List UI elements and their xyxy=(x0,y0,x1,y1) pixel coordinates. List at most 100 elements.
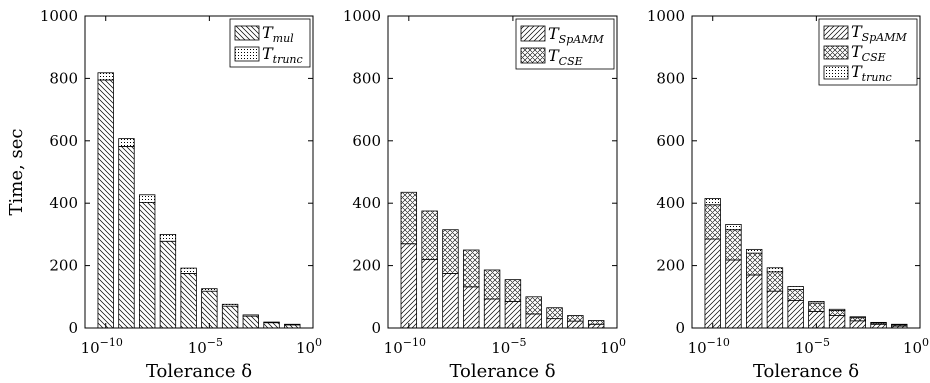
legend-swatch-mul xyxy=(234,25,260,41)
chart-panel-3: 0 200 400 600 800 1000 10−10 10−5 100 Tolerance δ… xyxy=(647,7,929,382)
bar-trunc-2 xyxy=(725,224,742,231)
bar-spamm-4 xyxy=(463,286,480,329)
bar-trunc-6 xyxy=(808,301,825,304)
y-axis-label: Time, sec xyxy=(6,129,27,216)
bar-spamm-8 xyxy=(849,320,866,329)
bar-mul-6 xyxy=(201,290,218,329)
x-tick-label: 10−5 xyxy=(491,336,526,357)
bar-trunc-5 xyxy=(180,267,197,274)
x-tick-label: 100 xyxy=(296,336,322,357)
y-tick-label: 200 xyxy=(352,257,381,275)
y-tick-label: 800 xyxy=(49,69,78,87)
y-tick-label: 600 xyxy=(49,132,78,150)
bar-trunc-7 xyxy=(221,303,239,307)
bar-trunc-4 xyxy=(159,233,177,242)
y-tick-label: 400 xyxy=(49,194,78,212)
axes-box xyxy=(84,15,314,329)
y-tick-label: 800 xyxy=(656,69,685,87)
bar-mul-4 xyxy=(159,240,177,329)
chart-panel-1: 0 200 400 600 800 1000 10−10 10−5 100 Tolerance δ… xyxy=(6,7,322,382)
y-tick-label: 1000 xyxy=(40,7,78,25)
chart-panel-2: 0 200 400 600 800 1000 10−10 10−5 100 Tolerance δ… xyxy=(343,7,626,382)
bar-cse-3 xyxy=(442,229,459,274)
bar-cse-1 xyxy=(400,191,418,245)
bar-mul-3 xyxy=(139,202,156,329)
bar-trunc-4 xyxy=(766,267,784,273)
bar-spamm-4 xyxy=(766,290,784,329)
y-tick-label: 1000 xyxy=(343,7,381,25)
legend-label-mul: Tmul xyxy=(262,23,294,45)
bar-spamm-1 xyxy=(704,238,721,329)
bar-cse-8 xyxy=(546,307,563,320)
bar-cse-8 xyxy=(849,317,866,322)
bar-spamm-9 xyxy=(567,320,584,329)
legend-swatch-trunc xyxy=(234,46,260,62)
bar-spamm-3 xyxy=(442,272,459,329)
bar-spamm-2 xyxy=(421,258,438,329)
legend-swatch-spamm xyxy=(823,25,849,40)
x-tick-label: 10−5 xyxy=(188,336,223,357)
bar-spamm-8 xyxy=(546,318,563,329)
bar-cse-5 xyxy=(483,269,501,300)
bar-trunc-8 xyxy=(242,314,260,317)
bar-mul-8 xyxy=(242,315,260,329)
y-tick-label: 600 xyxy=(352,132,381,150)
legend-label-cse: TCSE xyxy=(851,42,886,64)
bar-spamm-2 xyxy=(725,259,742,329)
bar-cse-4 xyxy=(463,249,480,288)
bar-cse-5 xyxy=(787,289,804,301)
bar-cse-1 xyxy=(704,204,721,240)
bar-mul-5 xyxy=(180,272,197,329)
legend-label-spamm: TSpAMM xyxy=(548,24,604,46)
bar-cse-3 xyxy=(746,252,763,276)
legend-label-spamm: TSpAMM xyxy=(851,22,907,44)
bar-spamm-3 xyxy=(746,274,763,329)
bar-cse-9 xyxy=(567,315,584,322)
y-tick-label: 600 xyxy=(656,132,685,150)
bar-cse-2 xyxy=(725,229,742,261)
legend-label-cse: TCSE xyxy=(548,46,583,68)
bar-cse-4 xyxy=(766,271,784,292)
bar-cse-6 xyxy=(504,279,522,302)
bar-spamm-1 xyxy=(400,243,418,329)
axes-box xyxy=(387,15,618,329)
y-tick-label: 1000 xyxy=(647,7,685,25)
bar-spamm-7 xyxy=(828,315,846,329)
bar-spamm-10 xyxy=(587,323,605,329)
x-tick-label: 10−10 xyxy=(384,336,426,357)
bar-mul-9 xyxy=(263,322,280,329)
y-tick-label: 400 xyxy=(656,194,685,212)
legend-swatch-cse xyxy=(823,45,849,60)
bar-spamm-7 xyxy=(525,313,542,329)
y-tick-label: 400 xyxy=(352,194,381,212)
y-tick-label: 800 xyxy=(352,69,381,87)
bar-trunc-7 xyxy=(828,308,846,311)
bar-mul-1 xyxy=(97,79,114,329)
bar-mul-2 xyxy=(118,146,135,329)
bar-trunc-1 xyxy=(704,198,721,206)
bar-trunc-10 xyxy=(891,323,908,326)
bar-spamm-5 xyxy=(787,300,804,329)
bar-spamm-5 xyxy=(483,298,501,329)
x-tick-label: 10−5 xyxy=(795,336,830,357)
y-tick-label: 200 xyxy=(656,257,685,275)
x-tick-label: 100 xyxy=(903,336,929,357)
bar-trunc-5 xyxy=(787,286,804,291)
bar-cse-10 xyxy=(587,320,605,325)
x-tick-label: 10−10 xyxy=(81,336,123,357)
x-axis-label: Tolerance δ xyxy=(449,361,555,382)
bar-cse-2 xyxy=(421,210,438,260)
y-tick-label: 0 xyxy=(68,319,78,337)
bar-trunc-1 xyxy=(97,72,114,81)
bar-trunc-9 xyxy=(870,321,887,324)
bar-trunc-10 xyxy=(284,323,301,326)
y-tick-label: 0 xyxy=(371,319,381,337)
legend-swatch-cse xyxy=(520,47,546,64)
bar-trunc-3 xyxy=(139,194,156,203)
x-axis-label: Tolerance δ xyxy=(146,361,252,382)
bar-trunc-3 xyxy=(746,248,763,254)
legend-label-trunc: Ttrunc xyxy=(262,44,303,66)
axes-box xyxy=(691,15,921,329)
